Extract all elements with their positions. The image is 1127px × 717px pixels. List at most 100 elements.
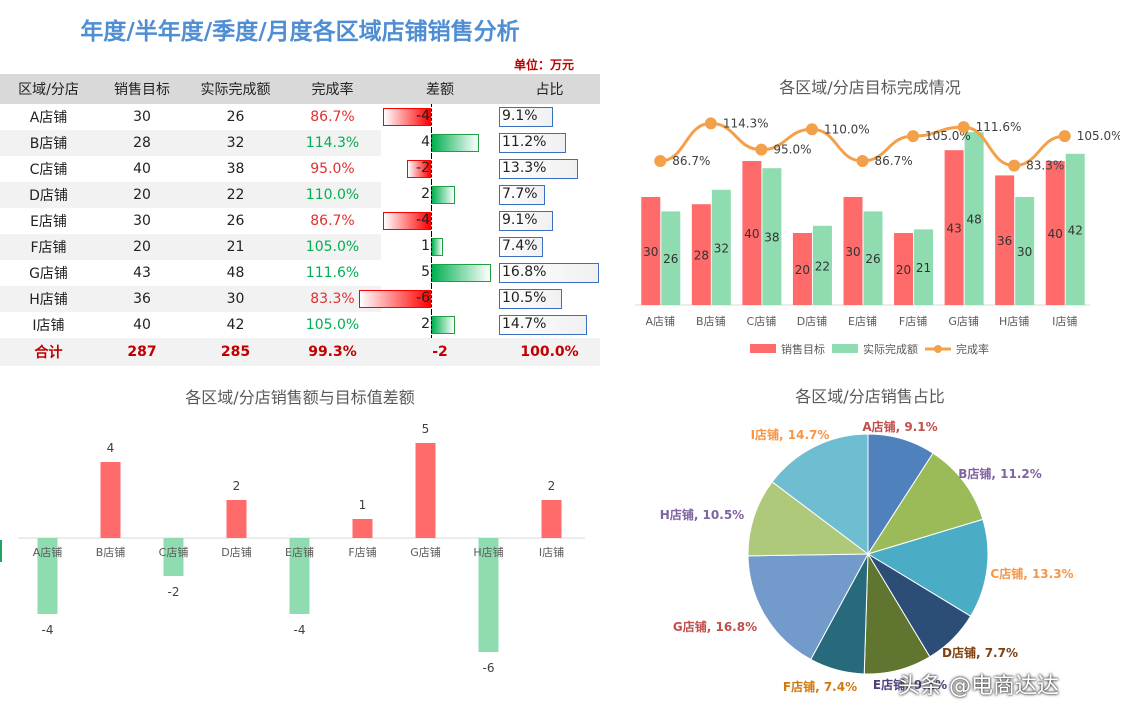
bar-label-actual: 38 <box>764 231 779 245</box>
legend-label: 完成率 <box>956 342 989 356</box>
x-tick-label: E店铺 <box>285 545 314 559</box>
cell-share: 9.1% <box>499 208 600 234</box>
rate-label: 114.3% <box>723 116 769 130</box>
rate-label: 95.0% <box>773 143 811 157</box>
diff-value: 4 <box>421 134 430 150</box>
bar-label-actual: 32 <box>714 241 729 255</box>
diff-axis <box>431 312 432 338</box>
cell-diff: -2 <box>381 156 499 182</box>
x-tick-label: I店铺 <box>539 545 564 559</box>
bar-target <box>691 204 711 305</box>
rate-label: 86.7% <box>672 154 710 168</box>
cell-share: 16.8% <box>499 260 600 286</box>
cell-actual: 42 <box>226 317 245 333</box>
diff-bar <box>478 538 499 652</box>
x-tick-label: B店铺 <box>696 314 726 328</box>
diff-databar <box>383 108 431 126</box>
bar-actual <box>914 229 934 305</box>
rate-point <box>957 121 970 134</box>
col-header: 完成率 <box>284 74 381 104</box>
rate-point <box>654 154 667 167</box>
rate-label: 105.0% <box>925 129 971 143</box>
share-databar <box>499 263 599 283</box>
x-tick-label: C店铺 <box>159 545 189 559</box>
cell-diff: -4 <box>381 104 499 130</box>
cell-diff: 4 <box>381 130 499 156</box>
cell-diff: 2 <box>381 312 499 338</box>
diff-axis <box>431 104 432 130</box>
share-databar <box>499 237 544 257</box>
pie-label: H店铺, 10.5% <box>660 507 744 522</box>
data-label: -6 <box>483 661 495 675</box>
cell-actual: 21 <box>187 234 284 260</box>
cell-share: 13.3% <box>499 156 600 182</box>
share-value: 9.1% <box>502 212 538 228</box>
cell-target: 20 <box>97 182 187 208</box>
col-header: 区域/分店 <box>0 74 97 104</box>
diff-value: -4 <box>416 212 430 228</box>
data-label: -4 <box>294 623 306 637</box>
total-diff: -2 <box>381 338 499 366</box>
pie-label: I店铺, 14.7% <box>751 427 830 442</box>
x-tick-label: D店铺 <box>221 545 251 559</box>
bar-label-target: 43 <box>946 222 961 236</box>
cell-rate: 95.0% <box>310 161 355 177</box>
cell-rate: 110.0% <box>284 182 381 208</box>
cell-rate: 114.3% <box>284 130 381 156</box>
pie-label: D店铺, 7.7% <box>942 645 1018 660</box>
rate-label: 86.7% <box>875 154 913 168</box>
diff-value: 2 <box>421 186 430 202</box>
bar-label-actual: 26 <box>663 252 678 266</box>
pie-label: A店铺, 9.1% <box>862 419 937 434</box>
table-header: 区域/分店 销售目标 实际完成额 完成率 差额 占比 <box>0 74 600 104</box>
data-label: 4 <box>107 441 115 455</box>
cell-target: 40 <box>133 317 151 333</box>
table-row: C店铺 40 38 95.0% -2 13.3% <box>0 156 600 182</box>
rate-point <box>1008 159 1021 172</box>
cell-store: I店铺 <box>32 318 65 334</box>
total-row: 合计 287 285 99.3% -2 100.0% <box>0 338 600 366</box>
table-row: B店铺 28 32 114.3% 4 11.2% <box>0 130 600 156</box>
data-label: -2 <box>168 585 180 599</box>
diff-value: -2 <box>416 160 430 176</box>
diff-databar <box>359 290 431 308</box>
diff-axis <box>431 234 432 260</box>
share-value: 9.1% <box>502 108 538 124</box>
diff-axis <box>431 286 432 312</box>
data-label: 5 <box>422 422 430 436</box>
diff-databar <box>431 264 491 282</box>
legend-label: 销售目标 <box>781 342 825 356</box>
cell-actual: 30 <box>187 286 284 312</box>
x-tick-label: G店铺 <box>410 545 441 559</box>
diff-bar <box>541 500 562 538</box>
chart-title-diff: 各区域/分店销售额与目标值差额 <box>185 388 415 407</box>
bar-actual <box>711 189 731 305</box>
cell-target: 20 <box>97 234 187 260</box>
x-tick-label: A店铺 <box>33 545 63 559</box>
table-row: F店铺 20 21 105.0% 1 7.4% <box>0 234 600 260</box>
table-row: D店铺 20 22 110.0% 2 7.7% <box>0 182 600 208</box>
x-tick-label: A店铺 <box>646 314 676 328</box>
data-label: 1 <box>359 498 367 512</box>
diff-axis <box>431 260 432 286</box>
col-header: 销售目标 <box>97 74 187 104</box>
bar-target <box>641 197 661 305</box>
share-databar <box>499 133 566 153</box>
x-tick-label: H店铺 <box>999 314 1029 328</box>
cell-share: 7.4% <box>499 234 600 260</box>
cell-rate: 105.0% <box>305 317 360 333</box>
bar-actual <box>1065 153 1085 305</box>
bar-label-actual: 42 <box>1068 223 1083 237</box>
table-row: A店铺 30 26 86.7% -4 9.1% <box>0 104 600 130</box>
table-row: I店铺 40 42 105.0% 2 14.7% <box>0 312 600 338</box>
sales-table: 区域/分店 销售目标 实际完成额 完成率 差额 占比 A店铺 30 26 86.7% -… <box>0 74 600 366</box>
diff-axis <box>431 208 432 234</box>
diff-value: 1 <box>421 238 430 254</box>
diff-value: 5 <box>421 264 430 280</box>
share-value: 11.2% <box>502 134 547 150</box>
total-share: 100.0% <box>499 338 600 366</box>
cell-actual: 26 <box>226 213 245 229</box>
cell-share: 11.2% <box>499 130 600 156</box>
x-tick-label: E店铺 <box>848 314 877 328</box>
rate-point <box>704 117 717 130</box>
